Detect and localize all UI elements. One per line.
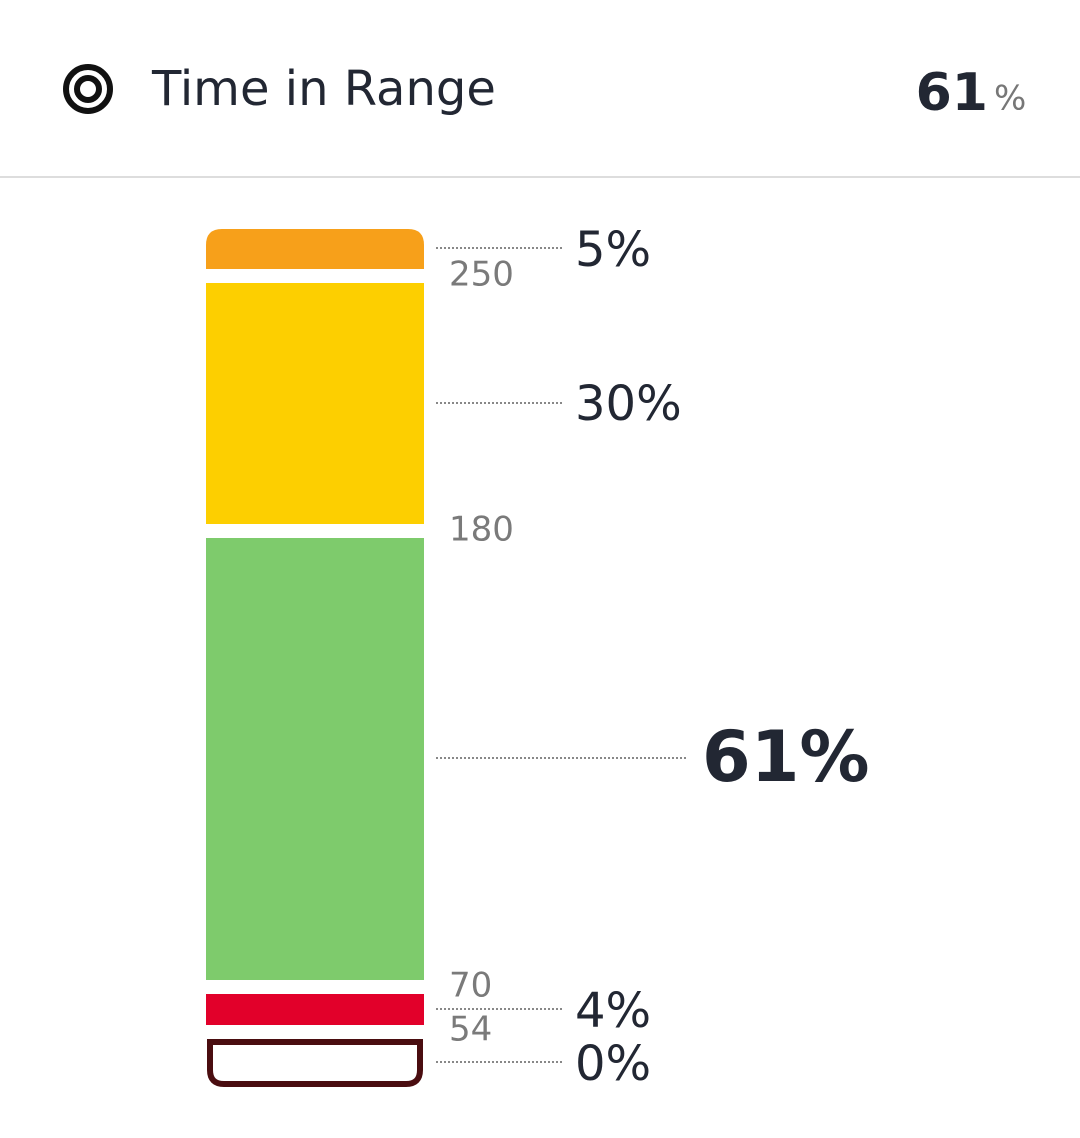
icon	[63, 64, 113, 114]
segment-label: 5%	[575, 222, 651, 278]
header-unit: %	[994, 79, 1026, 119]
range-bar	[206, 229, 424, 1087]
leaders	[436, 247, 688, 1063]
icon	[74, 75, 102, 103]
header-value: 61	[916, 63, 988, 123]
very-low-segment	[207, 1039, 423, 1087]
in-range-segment	[206, 538, 424, 980]
header: Time in Range 61 %	[63, 61, 1026, 123]
very-high-segment	[206, 229, 424, 269]
segment-label: 30%	[575, 376, 682, 432]
low-segment	[206, 994, 424, 1025]
threshold: 54	[449, 1010, 492, 1050]
segment-label: 0%	[575, 1036, 651, 1092]
segment-label: 4%	[575, 983, 651, 1039]
threshold: 180	[449, 510, 514, 550]
title: Time in Range	[151, 61, 496, 117]
high-segment	[206, 283, 424, 524]
segment-label: 61%	[702, 716, 870, 798]
threshold: 70	[449, 966, 492, 1006]
threshold: 250	[449, 255, 514, 295]
